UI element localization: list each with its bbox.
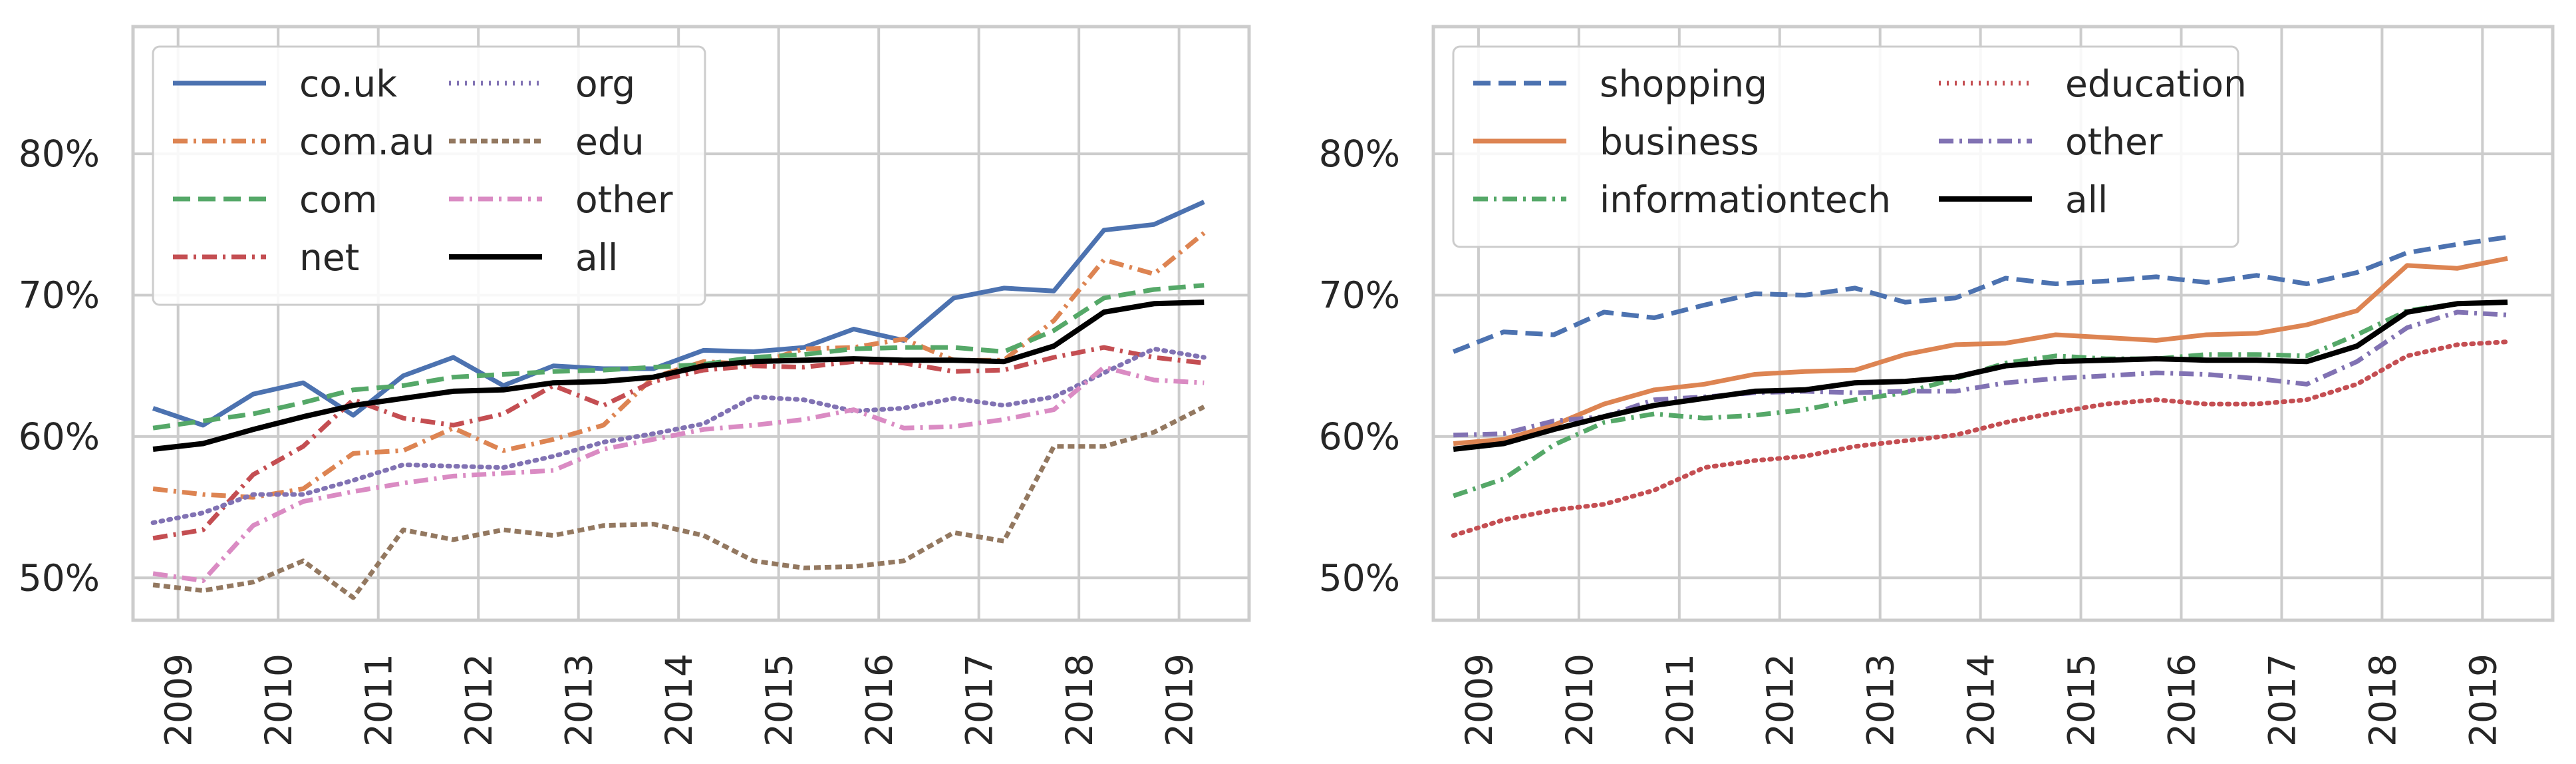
y-tick-label: 50%: [19, 556, 100, 599]
legend-label: all: [575, 236, 618, 279]
series-line-other: [1453, 309, 2508, 438]
y-tick-label: 50%: [1319, 556, 1400, 599]
x-tick-label: 2018: [2361, 654, 2404, 747]
legend-label: business: [1600, 120, 1759, 163]
y-tick-label: 80%: [1319, 132, 1400, 175]
legend-box: [1452, 45, 2239, 248]
y-tick-label: 60%: [1319, 415, 1400, 458]
legend-label: net: [299, 236, 359, 279]
series-line-all: [152, 299, 1205, 452]
legend-label: org: [575, 63, 635, 105]
x-tick-label: 2011: [1659, 654, 1701, 747]
series-line-edu: [152, 405, 1205, 600]
legend-label: shopping: [1600, 63, 1767, 105]
series-line-shopping: [1452, 234, 2508, 354]
x-tick-label: 2019: [2462, 654, 2504, 747]
legend: shopping business informationtech education…: [1452, 45, 2247, 248]
y-tick-label: 70%: [1319, 274, 1400, 317]
right-chart-category: 50% 60% 70% 80% 2009 2010 2011 2012 2013 2014 2015…: [1319, 25, 2555, 747]
series-line-net: [152, 345, 1205, 541]
legend-label: education: [2065, 63, 2247, 105]
legend-label: other: [2065, 120, 2163, 163]
x-tick-label: 2010: [1558, 654, 1601, 747]
left-chart-tld: 50% 60% 70% 80% 2009 2010 2011 2012 2013 2014 2015…: [19, 25, 1251, 747]
x-tick-label: 2011: [358, 654, 400, 747]
y-tick-label: 70%: [19, 274, 100, 317]
x-tick-label: 2012: [458, 654, 500, 747]
x-tick-label: 2013: [1860, 654, 1902, 747]
series-line-org: [150, 346, 1207, 525]
x-tick-label: 2010: [257, 654, 300, 747]
x-tick-label: 2016: [2161, 654, 2204, 747]
y-tick-label: 80%: [19, 132, 100, 175]
x-tick-label: 2017: [2261, 654, 2303, 747]
legend-label: other: [575, 178, 673, 221]
legend-label: com.au: [299, 120, 435, 163]
x-tick-label: 2009: [158, 654, 200, 747]
x-tick-label: 2009: [1458, 654, 1501, 747]
series-line-co-uk: [152, 200, 1205, 428]
y-tick-label: 60%: [19, 415, 100, 458]
x-tick-label: 2018: [1058, 654, 1101, 747]
x-tick-label: 2013: [558, 654, 601, 747]
x-tick-label: 2017: [958, 654, 1001, 747]
legend: co.uk com.au com net org edu other all: [152, 45, 706, 306]
series-line-other: [152, 365, 1205, 583]
x-tick-label: 2014: [1960, 654, 2003, 747]
x-tick-label: 2014: [658, 654, 700, 747]
x-tick-label: 2019: [1159, 654, 1201, 747]
legend-label: edu: [575, 120, 644, 163]
plot-frame: [131, 25, 1251, 622]
x-tick-label: 2015: [758, 654, 801, 747]
x-tick-label: 2016: [858, 654, 901, 747]
legend-label: co.uk: [299, 63, 397, 105]
series-line-business: [1453, 256, 2508, 446]
x-tick-label: 2015: [2061, 654, 2103, 747]
series-line-all: [1453, 299, 2508, 452]
legend-label: all: [2065, 178, 2108, 221]
series-line-com: [152, 283, 1205, 431]
legend-box: [152, 45, 706, 306]
legend-label: informationtech: [1600, 178, 1891, 221]
series-line-education: [1451, 339, 2510, 538]
plot-frame: [1431, 25, 2555, 622]
series-line-com-au: [152, 231, 1206, 500]
legend-label: com: [299, 178, 377, 221]
x-tick-label: 2012: [1759, 654, 1802, 747]
